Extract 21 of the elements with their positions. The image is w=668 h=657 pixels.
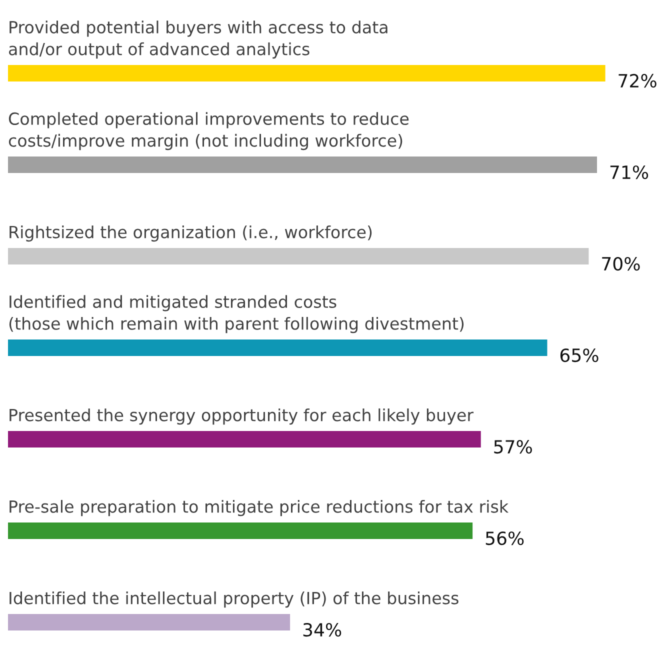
bar <box>8 64 606 82</box>
data-label: 34% <box>303 622 342 637</box>
y-tick-label: Presented the synergy opportunity for each likely buyer <box>10 408 474 425</box>
data-label: 57% <box>494 440 532 454</box>
bar <box>8 430 481 448</box>
bar <box>8 522 473 539</box>
bar <box>8 614 290 630</box>
y-tick-label: Rightsized the organization (i.e., workforce) <box>10 225 372 242</box>
data-label: 71% <box>610 165 648 180</box>
y-tick-label: Provided potential buyers with access to data and/or output of advanced analytics <box>9 20 388 59</box>
bar <box>8 339 548 356</box>
data-label: 70% <box>602 256 640 271</box>
y-tick-label: Pre-sale preparation to mitigate price reductions for tax risk <box>10 500 509 516</box>
bar <box>8 248 589 264</box>
data-label: 72% <box>618 74 656 88</box>
y-tick-label: Identified the intellectual property (IP) of the business <box>10 591 458 608</box>
y-tick-label: Completed operational improvements to reduce costs/improve margin (not including workforce) <box>8 112 409 150</box>
data-label: 56% <box>486 531 524 546</box>
y-tick-label: Identified and mitigated stranded costs (those which remain with parent following divestment) <box>9 295 464 334</box>
data-label: 65% <box>560 348 598 362</box>
bar <box>8 156 598 173</box>
